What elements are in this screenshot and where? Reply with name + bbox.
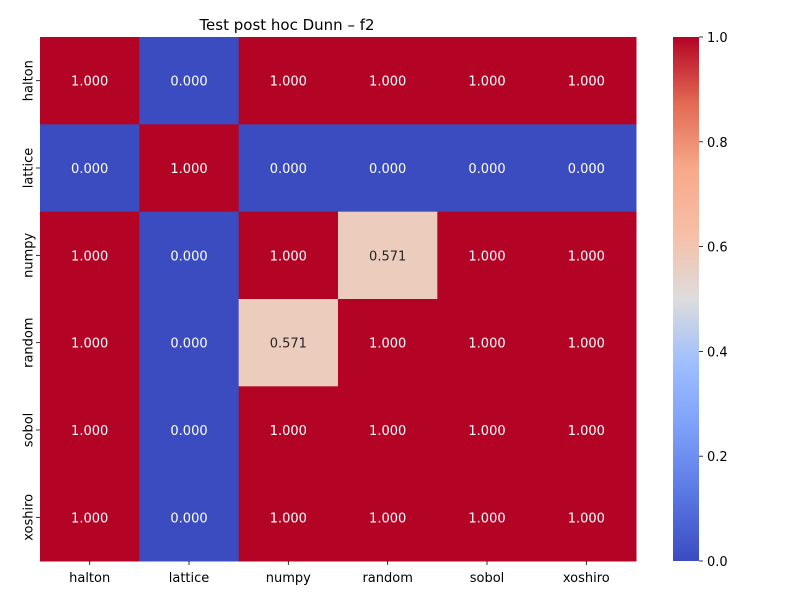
cell-annotation: 1.000 [468,249,505,264]
cell-xoshiro-random [338,473,438,562]
cell-numpy-sobol [437,211,538,300]
x-tick-label-random: random [362,571,412,586]
cell-halton-numpy [238,37,339,125]
x-tick-label-numpy: numpy [266,571,311,586]
cell-xoshiro-sobol [437,473,538,562]
cell-annotation: 0.000 [270,162,307,177]
cell-annotation: 1.000 [369,337,406,352]
cell-annotation: 0.000 [369,162,406,177]
colorbar-tick-label: 0.8 [707,136,728,151]
cell-annotation: 1.000 [369,511,406,526]
cell-sobol-numpy [238,386,339,475]
cell-halton-xoshiro [536,37,637,125]
colorbar-tick-label: 1.0 [707,31,728,46]
cell-annotation: 1.000 [468,75,505,90]
cell-annotation: 1.000 [568,337,605,352]
cell-halton-random [338,37,438,125]
cell-xoshiro-xoshiro [536,473,637,562]
cell-numpy-lattice [139,211,240,300]
cell-lattice-numpy [238,124,339,213]
cell-sobol-lattice [139,386,240,475]
cell-numpy-halton [40,211,140,300]
x-axis: halton lattice numpy random sobol xoshiro [69,561,610,586]
cell-annotation: 1.000 [270,424,307,439]
cell-numpy-xoshiro [536,211,637,300]
cell-xoshiro-numpy [238,473,339,562]
cell-annotation: 0.000 [170,424,207,439]
cell-numpy-random [338,211,438,300]
cell-halton-lattice [139,37,240,125]
cell-annotation: 1.000 [270,75,307,90]
cell-annotation: 1.000 [369,75,406,90]
cell-annotation: 0.571 [369,249,406,264]
cell-lattice-halton [40,124,140,213]
cell-halton-sobol [437,37,538,125]
cell-annotation: 1.000 [71,424,108,439]
cell-annotation: 1.000 [71,511,108,526]
cell-random-random [338,299,438,387]
cell-sobol-xoshiro [536,386,637,475]
cell-annotation: 1.000 [71,75,108,90]
cell-random-xoshiro [536,299,637,387]
y-tick-label-numpy: numpy [22,232,37,277]
heatmap-cells: 1.000 0.000 1.000 1.000 1.000 1.000 0.000 1.000… [40,37,637,562]
cell-halton-halton [40,37,140,125]
cell-sobol-halton [40,386,140,475]
y-axis: halton lattice numpy random sobol xoshiro [22,60,40,541]
cell-annotation: 0.000 [170,511,207,526]
cell-random-numpy [238,299,339,387]
cell-annotation: 0.000 [568,162,605,177]
cell-sobol-sobol [437,386,538,475]
y-tick-label-xoshiro: xoshiro [22,494,37,541]
colorbar-tick-label: 0.2 [707,450,728,465]
cell-annotation: 1.000 [568,75,605,90]
cell-annotation: 1.000 [369,424,406,439]
cell-annotation: 1.000 [468,511,505,526]
colorbar-ticks: 0.0 0.2 0.4 0.6 0.8 1.0 [699,31,728,570]
x-tick-label-halton: halton [69,571,110,586]
y-tick-label-lattice: lattice [22,148,37,189]
cell-annotation: 0.000 [170,337,207,352]
cell-annotation: 0.000 [170,249,207,264]
colorbar-gradient [673,37,699,561]
cell-lattice-random [338,124,438,213]
cell-annotation: 1.000 [170,162,207,177]
cell-sobol-random [338,386,438,475]
cell-annotation: 0.000 [468,162,505,177]
cell-annotation: 0.000 [71,162,108,177]
cell-random-halton [40,299,140,387]
cell-annotation: 1.000 [468,337,505,352]
cell-annotation: 1.000 [71,249,108,264]
cell-annotation: 1.000 [468,424,505,439]
colorbar-tick-label: 0.0 [707,555,728,570]
x-tick-label-xoshiro: xoshiro [563,571,610,586]
chart-title: Test post hoc Dunn – f2 [198,16,374,34]
cell-numpy-numpy [238,211,339,300]
y-tick-label-random: random [22,317,37,367]
colorbar-tick-label: 0.4 [707,345,728,360]
cell-xoshiro-halton [40,473,140,562]
cell-annotation: 1.000 [568,424,605,439]
cell-annotation: 1.000 [568,249,605,264]
colorbar-tick-label: 0.6 [707,241,728,256]
y-tick-label-sobol: sobol [22,413,37,448]
cell-xoshiro-lattice [139,473,240,562]
cell-annotation: 1.000 [270,511,307,526]
x-tick-label-lattice: lattice [169,571,210,586]
cell-random-lattice [139,299,240,387]
cell-annotation: 1.000 [568,511,605,526]
colorbar: 0.0 0.2 0.4 0.6 0.8 1.0 [673,31,728,570]
cell-annotation: 0.000 [170,75,207,90]
cell-annotation: 1.000 [270,249,307,264]
cell-annotation: 1.000 [71,337,108,352]
cell-lattice-xoshiro [536,124,637,213]
cell-random-sobol [437,299,538,387]
y-tick-label-halton: halton [22,60,37,101]
cell-lattice-sobol [437,124,538,213]
x-tick-label-sobol: sobol [470,571,505,586]
cell-lattice-lattice [139,124,240,213]
cell-annotation: 0.571 [270,337,307,352]
